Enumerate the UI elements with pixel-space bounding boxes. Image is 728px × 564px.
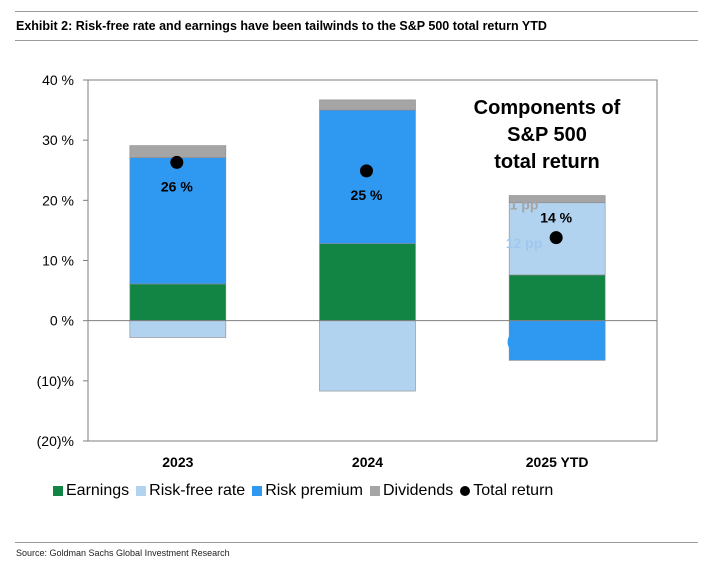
legend-label-earnings: Earnings: [66, 482, 130, 499]
y-tick-label: 40 %: [42, 72, 74, 88]
chart-title-line: Components of: [474, 97, 621, 119]
legend-swatch-earnings: [53, 486, 63, 496]
bar-segment-earnings: [129, 283, 227, 321]
chart-legend: Earnings Risk-free rate Risk premium Div…: [53, 482, 560, 500]
component-annotation-earnings: 8 pp: [510, 291, 539, 307]
x-tick-label: 2025 YTD: [526, 454, 589, 470]
total-return-label: 25 %: [351, 187, 383, 203]
bar-segment-risk_premium: [508, 320, 606, 361]
total-return-label: 14 %: [540, 210, 572, 226]
component-annotation-risk_premium: (7)pp: [507, 333, 541, 349]
legend-label-total-return: Total return: [473, 482, 554, 499]
x-tick-label: 2024: [352, 454, 383, 470]
top-rule: [15, 11, 698, 12]
component-annotation-risk_free: 12 pp: [506, 235, 543, 251]
legend-item-risk-premium: Risk premium: [252, 482, 363, 500]
bar-segment-dividends: [129, 145, 227, 158]
total-return-label: 26 %: [161, 178, 193, 194]
bottom-rule: [15, 542, 698, 543]
chart: 40 % 30 % 20 % 10 % 0 % (10)% (20)% 2023 2024 202…: [37, 72, 658, 470]
bar-segment-earnings: [319, 243, 416, 321]
bar-segment-risk_free: [129, 320, 227, 338]
legend-item-total-return: Total return: [460, 482, 553, 500]
component-annotation-dividends: 1 pp: [510, 197, 539, 213]
total-return-marker: [549, 231, 563, 245]
legend-label-risk-premium: Risk premium: [265, 482, 363, 499]
chart-title-line: total return: [494, 151, 600, 173]
y-tick-label: 0 %: [50, 313, 74, 329]
y-tick-label: 10 %: [42, 253, 74, 269]
source-note: Source: Goldman Sachs Global Investment …: [16, 548, 230, 558]
legend-item-risk-free: Risk-free rate: [136, 482, 245, 500]
total-return-marker: [360, 164, 373, 178]
bar-segment-risk_premium: [129, 157, 227, 285]
legend-label-risk-free: Risk-free rate: [149, 482, 246, 499]
legend-item-dividends: Dividends: [369, 482, 454, 500]
y-tick-label: (20)%: [37, 433, 74, 449]
bar-segment-dividends: [319, 99, 416, 111]
title-rule: [15, 40, 698, 41]
bar-segment-dividends: [508, 195, 606, 204]
legend-swatch-dividends: [369, 486, 380, 496]
legend-item-earnings: Earnings: [53, 482, 129, 500]
legend-marker-total-return: [460, 486, 471, 496]
bar-segment-risk_free: [319, 320, 416, 392]
y-tick-label: 30 %: [42, 132, 74, 148]
exhibit-title: Exhibit 2: Risk-free rate and earnings h…: [16, 19, 547, 33]
x-tick-label: 2023: [162, 454, 193, 470]
chart-title-line: S&P 500: [507, 124, 587, 146]
y-tick-label: (10)%: [37, 373, 74, 389]
legend-swatch-risk-free: [136, 486, 147, 496]
legend-swatch-risk-premium: [252, 486, 263, 496]
bar-segment-earnings: [508, 274, 606, 321]
total-return-marker: [170, 155, 184, 169]
legend-label-dividends: Dividends: [382, 482, 454, 499]
y-tick-label: 20 %: [42, 192, 74, 208]
